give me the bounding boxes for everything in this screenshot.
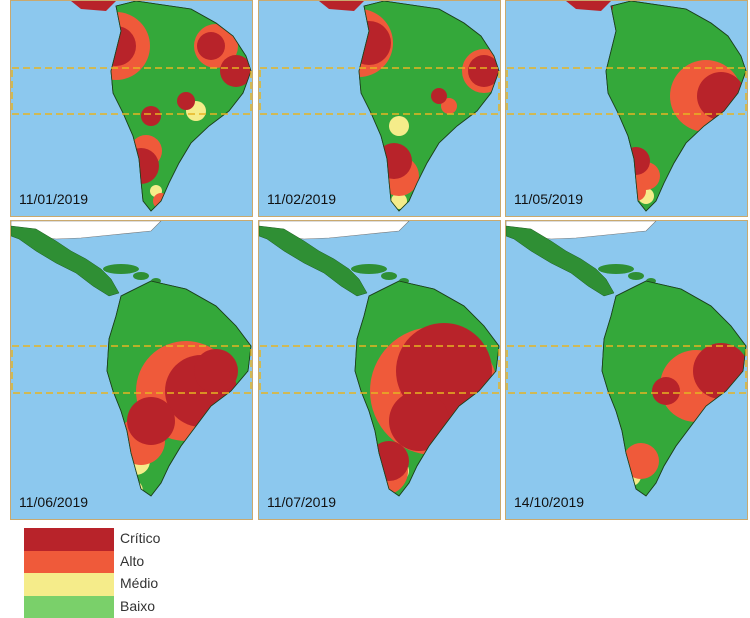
map-panel-4: 11/06/2019 xyxy=(10,220,253,520)
risk-medio xyxy=(389,116,409,136)
risk-critico xyxy=(369,441,409,481)
risk-critico xyxy=(431,88,447,104)
risk-critico xyxy=(347,21,391,65)
map-1 xyxy=(11,1,252,216)
map-panel-3: 11/05/2019 xyxy=(505,0,748,217)
map-panel-5: 11/07/2019 xyxy=(258,220,501,520)
map-3 xyxy=(506,1,747,216)
map-panel-1: 11/01/2019 xyxy=(10,0,253,217)
risk-critico xyxy=(693,343,747,399)
date-label-5: 11/07/2019 xyxy=(267,494,336,510)
caribbean-island xyxy=(598,264,634,274)
central-america-land xyxy=(566,1,611,11)
risk-critico xyxy=(194,349,238,393)
legend-label-medio: Médio xyxy=(120,575,158,591)
risk-critico xyxy=(96,26,136,66)
date-label-2: 11/02/2019 xyxy=(267,191,336,207)
map-5 xyxy=(259,221,500,519)
caribbean-island xyxy=(103,264,139,274)
risk-critico xyxy=(618,493,634,509)
caribbean-island xyxy=(133,272,149,280)
risk-alto xyxy=(82,12,150,80)
legend-label-critico: Crítico xyxy=(120,530,160,546)
caribbean-island xyxy=(351,264,387,274)
legend-swatch-medio xyxy=(24,573,114,596)
map-panel-2: 11/02/2019 xyxy=(258,0,501,217)
map-panel-6: 14/10/2019 xyxy=(505,220,748,520)
risk-critico xyxy=(127,397,175,445)
legend-swatch-baixo xyxy=(24,596,114,618)
central-america-land xyxy=(319,1,364,11)
risk-critico xyxy=(622,147,650,175)
legend-swatch-critico xyxy=(24,528,114,551)
date-label-4: 11/06/2019 xyxy=(19,494,88,510)
risk-critico xyxy=(141,106,161,126)
legend-swatch-alto xyxy=(24,551,114,574)
risk-critico xyxy=(389,391,449,451)
risk-critico xyxy=(376,143,412,179)
date-label-6: 14/10/2019 xyxy=(514,494,584,510)
legend-label-alto: Alto xyxy=(120,553,144,569)
risk-critico xyxy=(177,92,195,110)
date-label-1: 11/01/2019 xyxy=(19,191,88,207)
date-label-3: 11/05/2019 xyxy=(514,191,583,207)
map-4 xyxy=(11,221,252,519)
caribbean-island xyxy=(628,272,644,280)
risk-critico xyxy=(652,377,680,405)
map-6 xyxy=(506,221,747,519)
central-america-land xyxy=(71,1,116,11)
caribbean-island xyxy=(381,272,397,280)
map-2 xyxy=(259,1,500,216)
risk-critico xyxy=(197,32,225,60)
